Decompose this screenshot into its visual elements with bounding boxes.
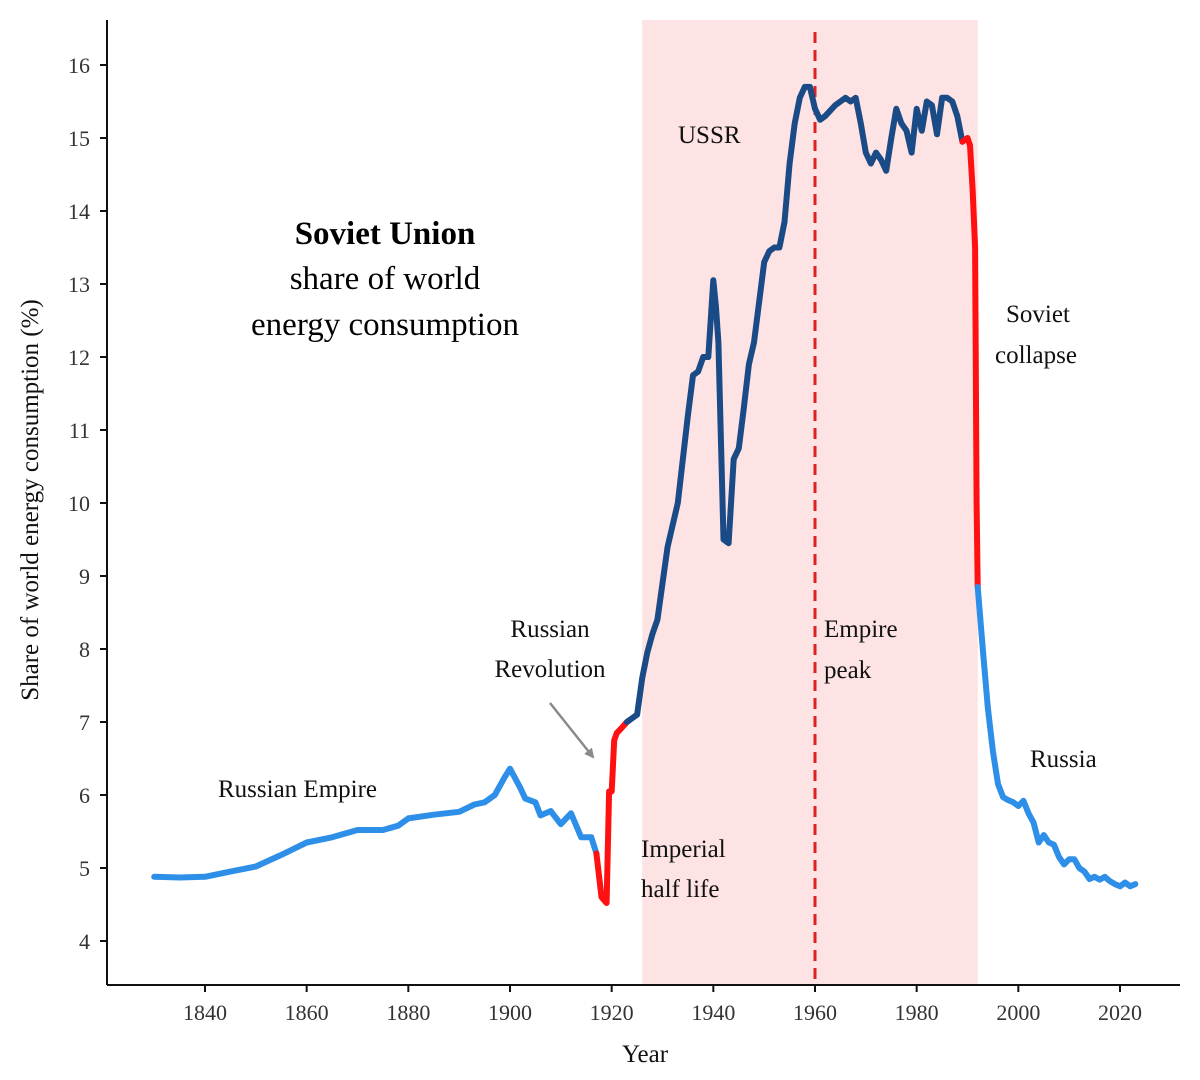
x-axis-title: Year: [622, 1041, 669, 1068]
x-tick-label: 1920: [590, 1000, 634, 1025]
x-tick-label: 1940: [691, 1000, 735, 1025]
chart-subtitle-line-2: energy consumption: [251, 307, 519, 343]
x-tick-label: 1840: [183, 1000, 227, 1025]
y-tick-label: 7: [79, 710, 90, 735]
y-tick-label: 4: [79, 929, 90, 954]
series-russia: [974, 584, 1139, 890]
series-ussr: [623, 83, 966, 725]
y-tick-label: 11: [69, 418, 90, 443]
y-tick-label: 16: [68, 53, 90, 78]
x-axis-ticks: 1840 1860 1880 1900 1920 1940 1960 1980 2000 2020: [183, 985, 1142, 1025]
series-group: [151, 83, 1139, 906]
revolution-arrow: [549, 702, 595, 759]
label-half-life-line-1: Imperial: [641, 836, 726, 863]
y-tick-label: 15: [68, 126, 90, 151]
series-russian-empire: [151, 765, 600, 881]
x-tick-label: 1880: [386, 1000, 430, 1025]
axes: 1840 1860 1880 1900 1920 1940 1960 1980 2000 2020…: [68, 20, 1180, 1025]
label-russian-empire: Russian Empire: [218, 776, 377, 803]
imperial-half-life-band: [642, 20, 978, 985]
x-tick-label: 2000: [996, 1000, 1040, 1025]
series-soviet-collapse: [959, 135, 981, 590]
label-ussr: USSR: [678, 122, 741, 149]
label-empire-peak-line-2: peak: [824, 657, 872, 684]
label-revolution-line-1: Russian: [510, 616, 590, 643]
y-tick-label: 10: [68, 491, 90, 516]
x-tick-label: 1980: [895, 1000, 939, 1025]
label-collapse-line-2: collapse: [995, 342, 1077, 369]
y-tick-label: 8: [79, 637, 90, 662]
y-tick-label: 9: [79, 564, 90, 589]
y-tick-label: 5: [79, 856, 90, 881]
chart-title: Soviet Union: [295, 216, 476, 252]
y-axis-ticks: 4 5 6 7 8 9 10 11 12 13 14 15 16: [68, 53, 107, 954]
label-empire-peak-line-1: Empire: [824, 616, 898, 643]
label-half-life-line-2: half life: [641, 876, 719, 903]
x-tick-label: 1960: [793, 1000, 837, 1025]
x-tick-label: 1860: [285, 1000, 329, 1025]
chart-subtitle-line-1: share of world: [290, 261, 481, 297]
label-collapse-line-1: Soviet: [1006, 301, 1070, 328]
y-axis-title: Share of world energy consumption (%): [17, 299, 44, 701]
y-tick-label: 14: [68, 199, 90, 224]
y-tick-label: 6: [79, 783, 90, 808]
x-tick-label: 1900: [488, 1000, 532, 1025]
series-revolution-collapse: [593, 719, 630, 906]
label-russia: Russia: [1030, 746, 1097, 773]
label-revolution-line-2: Revolution: [494, 656, 606, 683]
y-tick-label: 12: [68, 345, 90, 370]
x-tick-label: 2020: [1098, 1000, 1142, 1025]
y-tick-label: 13: [68, 272, 90, 297]
